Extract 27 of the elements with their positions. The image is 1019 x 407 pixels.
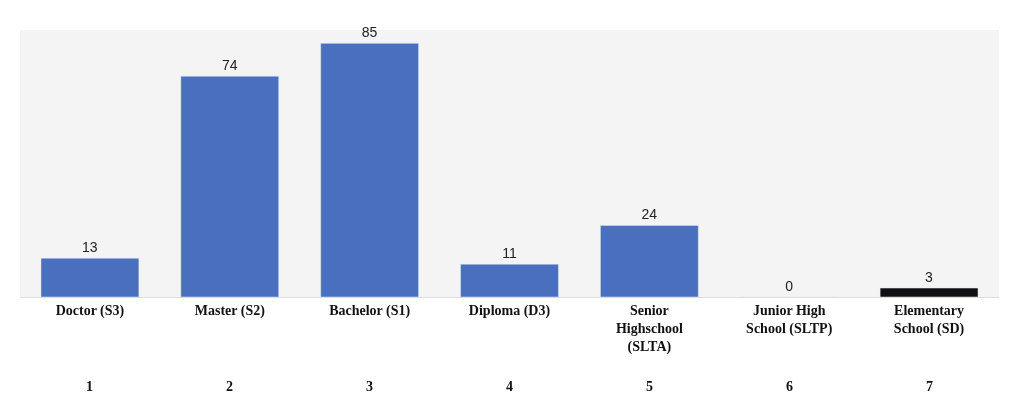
x-tick-label: Diploma (D3) [468,302,551,319]
x-tick-label: Master (S2) [194,302,266,319]
text: 1 [86,379,93,394]
data-label: 85 [361,24,378,41]
data-label: 3 [925,269,934,286]
text: 5 [646,379,653,394]
data-label: 74 [221,57,238,74]
text: 6 [786,379,793,394]
bar [40,257,140,297]
data-label: 0 [785,278,794,294]
text: 4 [506,379,513,394]
text: 2 [226,379,233,394]
data-label: 11 [502,245,517,262]
bar [600,225,699,297]
text: 7 [926,379,933,394]
bar [460,263,559,297]
data-label: 13 [82,239,98,256]
x-tick-label: Junior High School (SLTP) [746,302,833,337]
x-tick-label: Senior Highschool (SLTA) [615,302,683,356]
data-label: 24 [641,206,658,223]
bar [879,287,979,297]
text: 3 [366,379,373,394]
x-tick-label: Doctor (S3) [55,302,125,319]
bar [320,43,419,297]
bar [180,75,279,297]
x-tick-label: Elementary School (SD) [893,302,965,337]
x-tick-label: Bachelor (S1) [329,302,411,319]
